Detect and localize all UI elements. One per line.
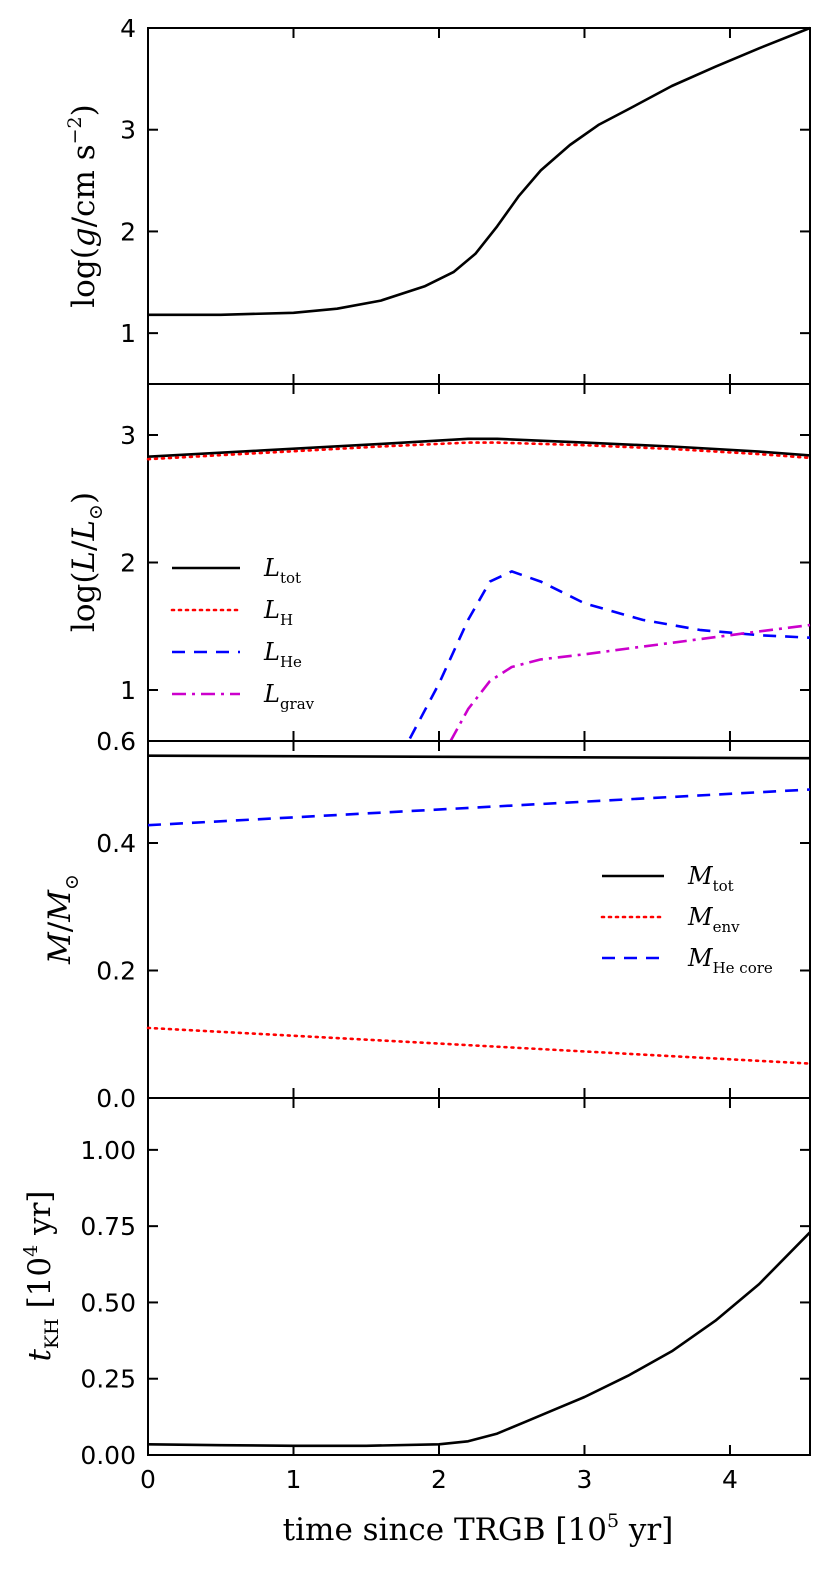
- panel-gravity: 1 2 3 4 log(g/cm s−2): [64, 14, 811, 385]
- series-line-grav: [449, 623, 811, 742]
- x-axis-label: time since TRGB [105 yr]: [283, 1510, 674, 1548]
- panel-mass: 0.0 0.2 0.4 M/M⊙ Mtot Menv MHe core: [42, 740, 812, 1113]
- panel-kelvin-helmholtz: 0.00 0.25 0.50 0.75 1.00 tKH [104 yr]: [20, 1097, 811, 1470]
- luminosity-y-axis-label: log(L/L⊙): [66, 492, 107, 632]
- y-tick-label: 0.6: [96, 727, 136, 756]
- y-tick-label: 1: [120, 676, 136, 705]
- y-tick-label: 0.75: [80, 1212, 136, 1241]
- y-tick-label: 1: [120, 319, 136, 348]
- x-tick-label: 3: [577, 1465, 593, 1494]
- mass-tick-layer: 0.0 0.2 0.4: [96, 741, 810, 1113]
- series-line-0: [147, 1231, 811, 1448]
- legend-label: LHe: [263, 638, 302, 671]
- series-line-tot: [147, 437, 811, 458]
- series-line-he: [408, 570, 811, 740]
- luminosity-legend: Ltot LH LHe Lgrav: [170, 554, 315, 713]
- y-tick-label: 3: [120, 421, 136, 450]
- gravity-series-layer: [148, 26, 811, 317]
- series-line-he-core: [147, 788, 811, 827]
- luminosity-tick-layer: 0.6 1 2 3: [96, 384, 810, 756]
- legend-label: MHe core: [687, 944, 773, 977]
- series-line-tot: [147, 754, 811, 760]
- legend-label: LH: [263, 596, 293, 629]
- panel-gravity-frame: [147, 27, 811, 385]
- y-tick-label: 0.25: [80, 1365, 136, 1394]
- x-tick-label: 0: [140, 1465, 156, 1494]
- x-tick-label: 1: [286, 1465, 302, 1494]
- gravity-y-axis-label: log(g/cm s−2): [64, 104, 102, 307]
- x-tick-label: 2: [431, 1465, 447, 1494]
- x-tick-label: 4: [722, 1465, 738, 1494]
- y-tick-label: 0.4: [96, 829, 136, 858]
- kelvin-helmholtz-tick-layer: 0.00 0.25 0.50 0.75 1.00: [80, 1098, 810, 1470]
- y-tick-label: 0.50: [80, 1288, 136, 1317]
- y-tick-label: 1.00: [80, 1136, 136, 1165]
- y-tick-label: 3: [120, 116, 136, 145]
- mass-legend: Mtot Menv MHe core: [600, 862, 773, 977]
- kelvin-helmholtz-y-axis-label: tKH [104 yr]: [20, 1190, 63, 1361]
- y-tick-label: 0.0: [96, 1084, 136, 1113]
- legend-label: Mtot: [687, 862, 734, 895]
- legend-label: Menv: [687, 903, 740, 936]
- luminosity-series-layer: [146, 437, 812, 742]
- mass-series-layer: [146, 754, 812, 1065]
- series-line-h: [146, 441, 812, 461]
- y-tick-label: 0.00: [80, 1441, 136, 1470]
- y-tick-label: 2: [120, 549, 136, 578]
- x-axis: 0 1 2 3 4: [140, 1465, 738, 1494]
- series-line-0: [148, 26, 811, 317]
- panel-luminosity: 0.6 1 2 3 log(L/L⊙) Ltot LH LHe Lgrav: [66, 383, 812, 756]
- y-tick-label: 0.2: [96, 957, 136, 986]
- panel-kelvin-helmholtz-frame: [147, 1097, 811, 1456]
- kelvin-helmholtz-series-layer: [147, 1231, 811, 1448]
- gravity-tick-layer: 1 2 3 4: [120, 14, 810, 384]
- legend-label: Lgrav: [263, 680, 315, 713]
- series-line-env: [146, 1026, 812, 1065]
- legend-label: Ltot: [263, 554, 301, 587]
- y-tick-label: 2: [120, 217, 136, 246]
- y-tick-label: 4: [120, 14, 136, 43]
- mass-y-axis-label: M/M⊙: [42, 874, 83, 965]
